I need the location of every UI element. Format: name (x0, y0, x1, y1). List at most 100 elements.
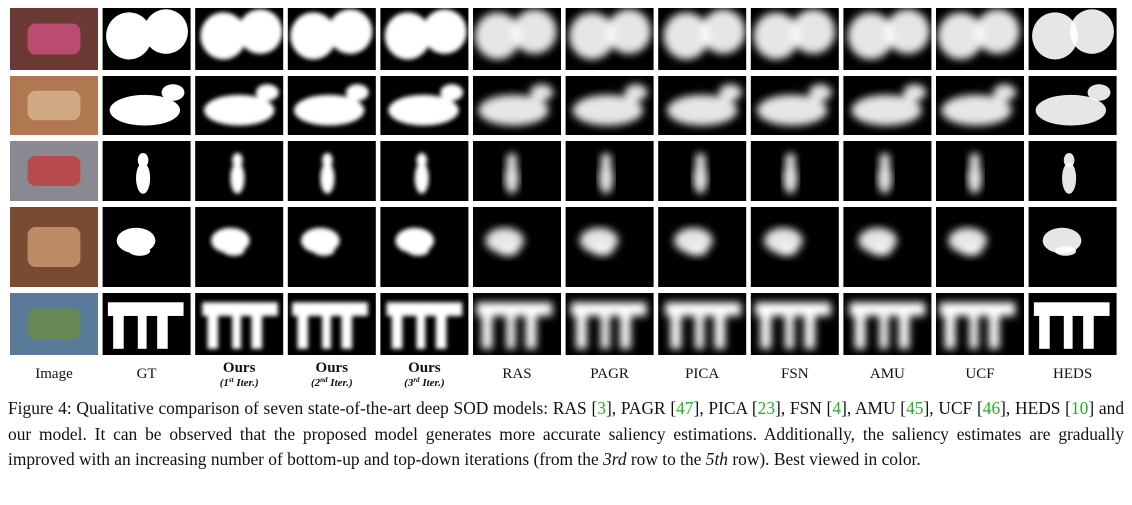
saliency-map (1028, 293, 1117, 355)
salient-region (255, 84, 279, 101)
saliency-map (102, 8, 191, 70)
map-shapes (292, 302, 368, 349)
saliency-map (380, 76, 469, 135)
salient-region (877, 162, 892, 194)
sub-sup: nd (320, 376, 328, 384)
salient-region (948, 227, 988, 254)
map-shapes (290, 9, 373, 60)
map-shapes (202, 302, 278, 349)
saliency-map (473, 76, 561, 135)
label-text: AMU (869, 366, 905, 382)
salient-region (620, 314, 631, 349)
map-shapes (569, 9, 651, 60)
column-label: HEDS (1027, 366, 1119, 382)
saliency-map (843, 207, 932, 287)
column-label: Ours (2nd Iter.) (286, 360, 378, 390)
caption-text: ], PICA [ (693, 398, 758, 418)
saliency-map (195, 8, 284, 70)
map-shapes (504, 153, 519, 194)
saliency-map (843, 76, 932, 135)
salient-region (937, 12, 984, 60)
salient-region (960, 246, 982, 256)
saliency-map (195, 141, 284, 201)
caption-text: Qualitative comparison of seven state-of… (71, 398, 598, 418)
figure-caption: Figure 4: Qualitative comparison of seve… (8, 396, 1124, 473)
saliency-map (287, 207, 376, 287)
salient-region (328, 9, 373, 54)
map-shapes (200, 9, 283, 60)
salient-region (223, 246, 245, 256)
caption-text: ] and our model. It can be observed that… (8, 398, 1125, 469)
salient-region (293, 94, 365, 126)
salient-region (665, 302, 741, 316)
salient-region (345, 84, 369, 101)
salient-region (804, 314, 816, 349)
salient-region (143, 9, 188, 54)
citation: 47 (676, 398, 694, 418)
salient-region (512, 9, 557, 54)
map-shapes (485, 227, 525, 256)
map-shapes (570, 302, 647, 349)
saliency-map (843, 141, 932, 201)
column-label: RAS (471, 366, 563, 382)
saliency-map (102, 293, 191, 355)
map-shapes (293, 84, 369, 126)
salient-region (230, 162, 245, 194)
saliency-map (750, 8, 839, 70)
map-shapes (211, 227, 250, 256)
input-image (10, 76, 98, 135)
saliency-map (473, 293, 561, 355)
map-shapes (764, 227, 803, 256)
saliency-map (936, 207, 1024, 287)
column-label: Ours (3rd Iter.) (378, 360, 470, 390)
salient-region (693, 162, 708, 194)
citation: 3 (597, 398, 606, 418)
map-shapes (109, 84, 185, 126)
map-shapes (663, 9, 746, 60)
input-image (10, 207, 98, 287)
column-label: PICA (656, 366, 748, 382)
map-shapes (106, 9, 188, 60)
saliency-map (936, 141, 1024, 201)
salient-region (600, 311, 610, 349)
salient-region (202, 302, 278, 316)
salient-region (885, 9, 930, 54)
input-image (10, 141, 98, 201)
map-shapes (388, 84, 464, 126)
saliency-map (843, 8, 932, 70)
saliency-map (287, 293, 376, 355)
salient-region (870, 246, 892, 256)
citation: 23 (757, 398, 776, 418)
map-shapes (230, 153, 245, 194)
salient-region (764, 227, 803, 254)
salient-region (386, 302, 463, 316)
label-text: Image (35, 366, 73, 382)
salient-region (851, 94, 922, 126)
label-text: GT (136, 366, 157, 382)
salient-region (211, 227, 250, 254)
salient-region (1055, 246, 1077, 256)
salient-region (530, 84, 554, 101)
map-shapes (599, 153, 614, 194)
map-shapes (301, 227, 340, 256)
saliency-map (936, 76, 1024, 135)
saliency-map (195, 76, 284, 135)
map-shapes (939, 302, 1016, 349)
saliency-map (195, 293, 284, 355)
map-shapes (116, 227, 156, 256)
salient-region (858, 227, 898, 254)
salient-region (572, 94, 644, 126)
label-text: FSN (781, 366, 809, 382)
salient-region (576, 311, 587, 349)
salient-region (849, 302, 926, 316)
column-label: FSN (749, 366, 841, 382)
salient-region (435, 314, 447, 349)
map-shapes (674, 227, 713, 256)
salient-region (238, 9, 283, 54)
label-text: Ours (408, 360, 441, 376)
map-shapes (320, 153, 335, 194)
map-shapes (665, 302, 741, 349)
label-text: Ours (222, 360, 256, 376)
salient-region (481, 311, 493, 349)
